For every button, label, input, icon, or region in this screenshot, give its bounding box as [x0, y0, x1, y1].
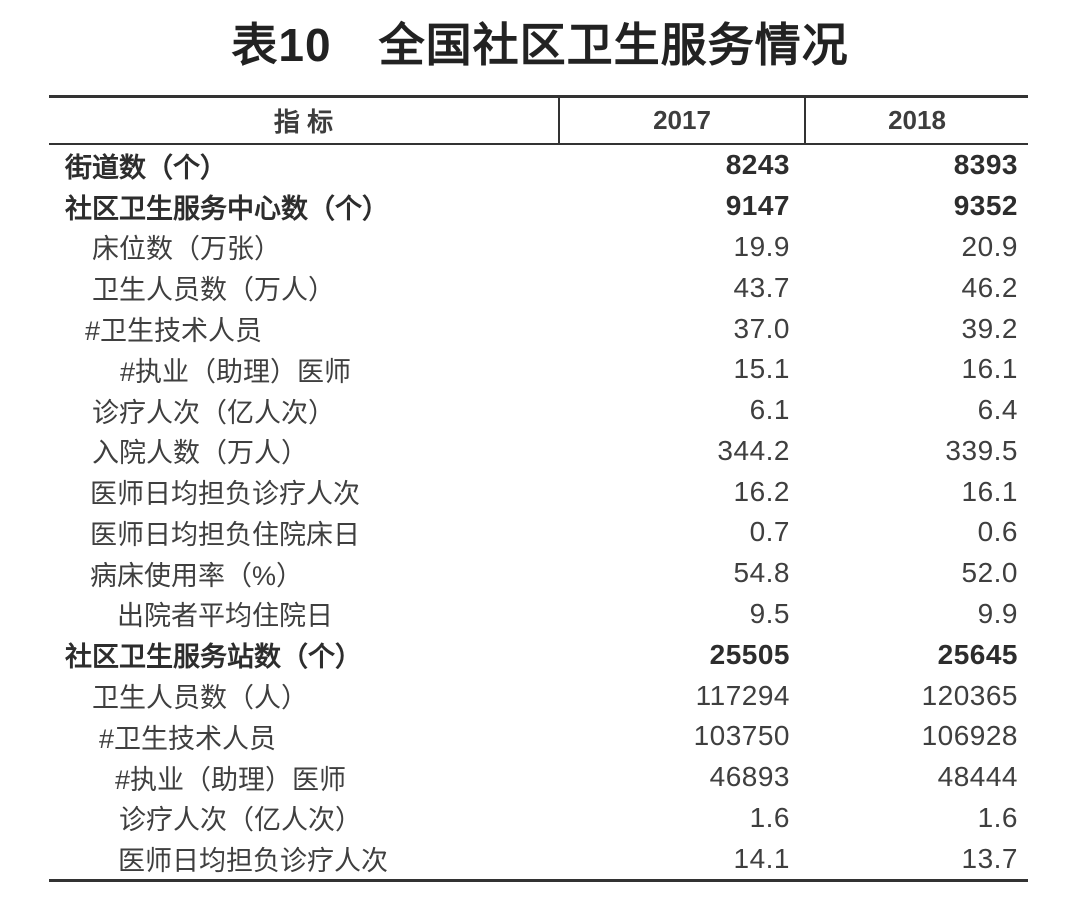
row-value-2018: 9.9 [977, 597, 1018, 629]
row-indicator-label: 社区卫生服务站数（个） [65, 642, 362, 673]
row-value-2018: 16.1 [961, 353, 1018, 385]
table-row: #卫生技术人员 103750 106928 [49, 716, 1028, 757]
row-value-2017: 37.0 [733, 312, 790, 344]
table-row: 出院者平均住院日 9.5 9.9 [49, 594, 1028, 635]
table-row: 街道数（个） 8243 8393 [49, 145, 1028, 186]
row-indicator-label: 入院人数（万人） [92, 438, 308, 469]
table-row: 社区卫生服务中心数（个） 9147 9352 [49, 186, 1028, 227]
row-value-2017: 1.6 [749, 801, 790, 833]
row-indicator-label: 卫生人员数（人） [92, 683, 308, 714]
table-body: 街道数（个） 8243 8393 社区卫生服务中心数（个） 9147 9352 床位数（万张… [49, 145, 1028, 879]
row-indicator-label: #执业（助理）医师 [115, 764, 347, 795]
table-row: 卫生人员数（人） 117294 120365 [49, 675, 1028, 716]
statistics-table: 指 标 2017 2018 街道数（个） 8243 8393 社区卫生服务中心数（个）… [49, 95, 1028, 882]
row-indicator-label: 出院者平均住院日 [117, 601, 333, 632]
table-row: 入院人数（万人） 344.2 339.5 [49, 430, 1028, 471]
row-indicator-label: 诊疗人次（亿人次） [92, 397, 335, 428]
row-value-2018: 1.6 [977, 801, 1018, 833]
table-row: 社区卫生服务站数（个） 25505 25645 [49, 634, 1028, 675]
row-indicator-label: #执业（助理）医师 [120, 356, 352, 387]
row-indicator-label: 医师日均担负诊疗人次 [118, 846, 388, 877]
row-value-2018: 46.2 [961, 271, 1018, 303]
row-indicator-label: 医师日均担负诊疗人次 [90, 479, 360, 510]
table-row: 病床使用率（%） 54.8 52.0 [49, 553, 1028, 594]
row-indicator-label: 病床使用率（%） [90, 560, 304, 591]
row-indicator-label: #卫生技术人员 [85, 316, 263, 347]
table-row: 卫生人员数（万人） 43.7 46.2 [49, 267, 1028, 308]
row-value-2018: 48444 [937, 761, 1018, 793]
header-indicator: 指 标 [273, 107, 334, 137]
row-value-2017: 54.8 [733, 557, 790, 589]
row-value-2017: 46893 [709, 761, 790, 793]
row-indicator-label: #卫生技术人员 [99, 723, 277, 754]
row-value-2018: 20.9 [961, 230, 1018, 262]
row-value-2018: 106928 [921, 720, 1018, 752]
row-value-2017: 6.1 [749, 394, 790, 426]
row-indicator-label: 卫生人员数（万人） [92, 275, 335, 306]
row-value-2017: 8243 [725, 149, 790, 181]
row-value-2018: 339.5 [945, 434, 1018, 466]
row-indicator-label: 诊疗人次（亿人次） [119, 805, 362, 836]
row-value-2017: 103750 [693, 720, 790, 752]
row-indicator-label: 医师日均担负住院床日 [90, 519, 360, 550]
row-value-2018: 52.0 [961, 557, 1018, 589]
table-row: 床位数（万张） 19.9 20.9 [49, 227, 1028, 268]
row-value-2018: 25645 [937, 638, 1018, 670]
row-value-2018: 39.2 [961, 312, 1018, 344]
table-title: 表10 全国社区卫生服务情况 [231, 19, 849, 71]
row-value-2018: 8393 [953, 149, 1018, 181]
row-value-2017: 9147 [725, 190, 790, 222]
row-value-2017: 43.7 [733, 271, 790, 303]
row-value-2018: 6.4 [977, 394, 1018, 426]
table-row: #执业（助理）医师 46893 48444 [49, 757, 1028, 798]
row-value-2017: 16.2 [733, 475, 790, 507]
row-value-2017: 15.1 [733, 353, 790, 385]
row-value-2017: 25505 [709, 638, 790, 670]
table-row: 诊疗人次（亿人次） 6.1 6.4 [49, 390, 1028, 431]
table-row: 医师日均担负诊疗人次 16.2 16.1 [49, 471, 1028, 512]
row-indicator-label: 街道数（个） [65, 152, 227, 183]
table-row: #执业（助理）医师 15.1 16.1 [49, 349, 1028, 390]
row-value-2017: 9.5 [749, 597, 790, 629]
row-value-2018: 120365 [921, 679, 1018, 711]
row-value-2018: 9352 [953, 190, 1018, 222]
table-header-row: 指 标 2017 2018 [49, 98, 1028, 145]
row-value-2018: 0.6 [977, 516, 1018, 548]
row-indicator-label: 床位数（万张） [92, 234, 281, 265]
table-row: 医师日均担负诊疗人次 14.1 13.7 [49, 838, 1028, 879]
row-value-2017: 0.7 [749, 516, 790, 548]
table-row: 诊疗人次（亿人次） 1.6 1.6 [49, 798, 1028, 839]
header-year-2018: 2018 [804, 98, 1028, 143]
table-row: 医师日均担负住院床日 0.7 0.6 [49, 512, 1028, 553]
row-value-2017: 117294 [695, 679, 790, 711]
row-indicator-label: 社区卫生服务中心数（个） [65, 193, 389, 224]
row-value-2017: 344.2 [717, 434, 790, 466]
table-row: #卫生技术人员 37.0 39.2 [49, 308, 1028, 349]
row-value-2017: 19.9 [733, 230, 790, 262]
row-value-2018: 13.7 [961, 842, 1018, 874]
header-year-2017: 2017 [558, 98, 804, 143]
row-value-2018: 16.1 [961, 475, 1018, 507]
row-value-2017: 14.1 [733, 842, 790, 874]
